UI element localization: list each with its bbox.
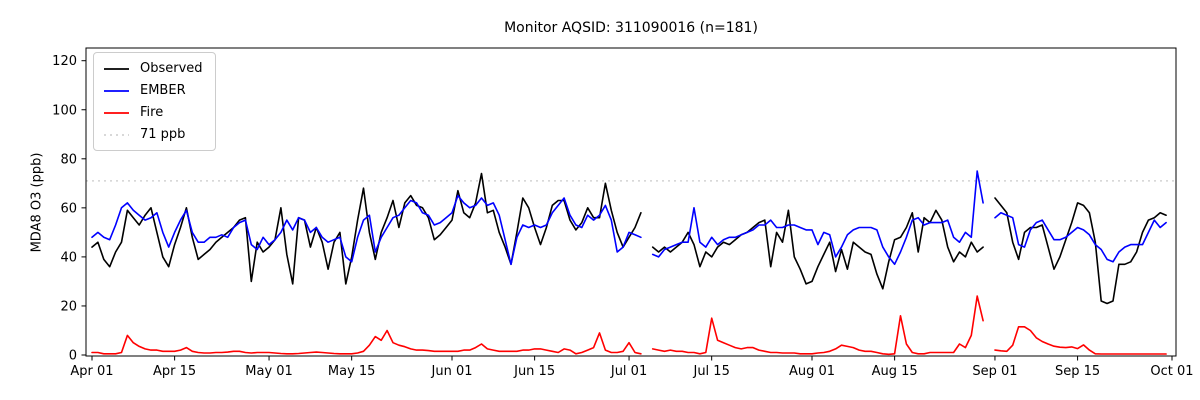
x-tick-label: May 01: [245, 364, 293, 379]
series-fire-line: [91, 295, 1167, 356]
legend-label: Fire: [140, 105, 164, 120]
series-observed-line: [91, 172, 1167, 305]
y-tick-label: 80: [60, 152, 77, 167]
x-tick-label: Jul 15: [692, 364, 729, 379]
x-tick-label: May 15: [328, 364, 376, 379]
x-tick-label: Aug 15: [872, 364, 918, 379]
legend: Observed EMBER Fire 71 ppb: [93, 52, 216, 151]
legend-item-ember: EMBER: [103, 82, 203, 99]
series-ember-line: [91, 170, 1167, 266]
x-tick-label: Aug 01: [789, 364, 835, 379]
ember-line-swatch: [104, 89, 129, 92]
y-tick-label: 120: [52, 54, 77, 69]
legend-item-threshold: 71 ppb: [103, 126, 203, 143]
y-tick-label: 40: [60, 250, 77, 265]
chart-title: Monitor AQSID: 311090016 (n=181): [504, 20, 758, 36]
x-tick-label: Jul 01: [610, 364, 647, 379]
x-tick-label: Sep 01: [972, 364, 1017, 379]
y-tick-label: 20: [60, 299, 77, 314]
fire-line-swatch: [104, 111, 129, 114]
axes-box: [85, 47, 1177, 357]
x-tick-label: Oct 01: [1150, 364, 1193, 379]
x-tick-label: Sep 15: [1055, 364, 1100, 379]
threshold-line-swatch: [104, 133, 129, 136]
y-tick-label: 100: [52, 103, 77, 118]
legend-label: EMBER: [140, 83, 186, 98]
x-tick-label: Jun 15: [513, 364, 555, 379]
legend-item-fire: Fire: [103, 104, 203, 121]
y-tick-label: 0: [69, 349, 77, 364]
legend-label: Observed: [140, 61, 203, 76]
observed-line-swatch: [104, 67, 129, 70]
y-tick-label: 60: [60, 201, 77, 216]
x-tick-label: Apr 01: [70, 364, 113, 379]
legend-label: 71 ppb: [140, 127, 186, 142]
x-tick-label: Apr 15: [153, 364, 196, 379]
legend-item-observed: Observed: [103, 60, 203, 77]
x-tick-label: Jun 01: [431, 364, 473, 379]
